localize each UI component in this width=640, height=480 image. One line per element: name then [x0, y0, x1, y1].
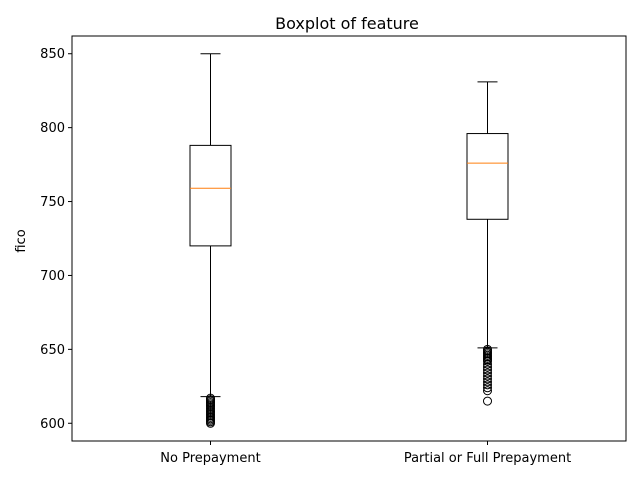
outlier-point [483, 386, 492, 396]
chart-title: Boxplot of feature [275, 14, 419, 33]
y-axis-ticks: 600 650 700 750 800 850 [40, 47, 72, 432]
outlier-point [483, 383, 492, 393]
iqr-box [189, 144, 232, 247]
y-tick-label: 800 [40, 121, 65, 136]
x-axis-ticks: No Prepayment Partial or Full Prepayment [160, 441, 571, 466]
outlier-point [483, 356, 492, 366]
boxes [189, 53, 509, 428]
y-tick-label: 600 [40, 417, 65, 432]
box-group [466, 81, 509, 406]
outlier-point [483, 377, 492, 387]
axes-frame [71, 35, 627, 442]
y-tick-label: 750 [40, 195, 65, 210]
plot-frame [71, 35, 627, 442]
outlier-point [483, 380, 492, 390]
iqr-box [466, 133, 509, 220]
y-axis-label: fico [14, 229, 29, 252]
box-group [189, 53, 232, 428]
y-tick-label: 650 [40, 343, 65, 358]
outlier-point [483, 359, 492, 369]
outlier-point [483, 365, 492, 375]
outlier-point [483, 374, 492, 384]
outlier-point [483, 368, 492, 378]
y-tick-label: 850 [40, 47, 65, 62]
y-tick-label: 700 [40, 269, 65, 284]
outlier-point [206, 418, 215, 428]
outlier-point [483, 371, 492, 381]
outlier-point [483, 362, 492, 372]
x-tick-label: No Prepayment [160, 451, 260, 466]
outlier-point [483, 396, 492, 406]
x-tick-label: Partial or Full Prepayment [404, 451, 571, 466]
